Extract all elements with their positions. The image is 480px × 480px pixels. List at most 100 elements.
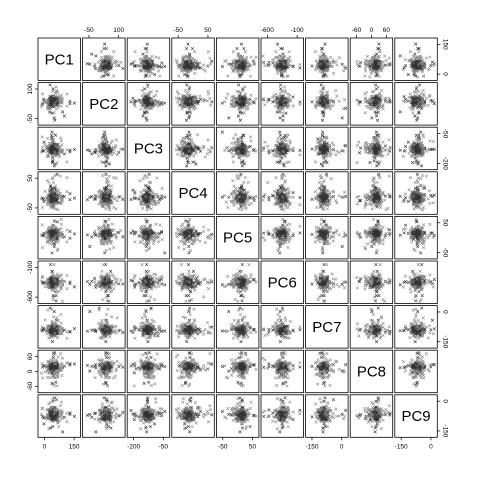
data-point (288, 50, 291, 53)
data-point (376, 119, 379, 122)
data-point (249, 98, 252, 101)
data-point (66, 93, 69, 96)
data-point (320, 50, 323, 53)
data-point (66, 149, 69, 152)
data-point (97, 155, 100, 158)
data-point (204, 70, 207, 73)
data-point (88, 149, 91, 152)
data-point (334, 60, 337, 63)
data-point (370, 116, 373, 119)
data-point (239, 119, 242, 122)
data-point (51, 90, 54, 93)
data-point (332, 72, 335, 75)
data-point (104, 164, 107, 167)
data-point (252, 100, 255, 103)
data-point (185, 164, 188, 167)
data-point (429, 99, 432, 102)
data-point (315, 96, 318, 99)
data-point (175, 148, 178, 151)
data-point (427, 104, 430, 107)
data-point (422, 75, 425, 78)
variable-label: PC3 (134, 140, 163, 157)
data-point (244, 93, 247, 96)
panel-PC3-PC1 (38, 127, 81, 170)
data-point (245, 105, 248, 108)
data-point (382, 103, 385, 106)
data-point (239, 74, 242, 77)
data-point (364, 98, 367, 101)
data-point (100, 56, 103, 59)
data-point (73, 102, 76, 105)
data-point (147, 86, 150, 89)
panel-PC1-PC8 (350, 38, 393, 81)
data-point (329, 56, 332, 59)
data-point (329, 105, 332, 108)
data-point (199, 98, 202, 101)
data-point (311, 65, 314, 68)
data-point (209, 57, 212, 60)
data-point (299, 67, 302, 70)
panel-PC1-PC9 (395, 38, 438, 81)
data-point (103, 131, 106, 134)
data-point (250, 94, 253, 97)
data-point (281, 111, 284, 114)
data-point (413, 115, 416, 118)
data-point (425, 57, 428, 60)
data-point (115, 64, 118, 67)
data-point (249, 75, 252, 78)
data-point (102, 161, 105, 164)
data-point (191, 47, 194, 50)
data-point (65, 105, 68, 108)
data-point (298, 103, 301, 106)
data-point (380, 89, 383, 92)
data-point (420, 92, 423, 95)
data-point (145, 116, 148, 119)
data-point (148, 75, 151, 78)
data-point (379, 50, 382, 53)
data-point (271, 62, 274, 65)
data-point (412, 111, 415, 114)
data-point (221, 65, 224, 68)
data-point (146, 43, 149, 46)
data-point (417, 50, 420, 53)
data-point (227, 63, 230, 66)
data-point (417, 56, 420, 59)
data-point (263, 103, 266, 106)
data-point (414, 43, 417, 46)
data-point (199, 95, 202, 98)
data-point (115, 139, 118, 142)
data-point (281, 47, 284, 50)
data-point (241, 87, 244, 90)
data-point (221, 102, 224, 105)
data-point (289, 65, 292, 68)
data-point (403, 95, 406, 98)
data-point (388, 97, 391, 100)
data-point (282, 115, 285, 118)
data-point (188, 87, 191, 90)
data-point (240, 43, 243, 46)
data-point (112, 75, 115, 78)
data-point (268, 61, 271, 64)
data-point (375, 115, 378, 118)
data-point (341, 63, 344, 66)
data-point (374, 84, 377, 87)
data-point (322, 115, 325, 118)
data-point (287, 62, 290, 65)
data-point (41, 136, 44, 139)
data-point (384, 64, 387, 67)
data-point (338, 56, 341, 59)
data-point (210, 60, 213, 63)
data-point (53, 119, 56, 122)
data-point (130, 100, 133, 103)
data-point (119, 147, 122, 150)
data-point (154, 56, 157, 59)
data-point (175, 97, 178, 100)
data-point (418, 47, 421, 50)
data-point (60, 140, 63, 143)
data-point (282, 119, 285, 122)
data-point (332, 104, 335, 107)
data-point (186, 157, 189, 160)
data-point (61, 110, 64, 113)
data-point (176, 153, 179, 156)
